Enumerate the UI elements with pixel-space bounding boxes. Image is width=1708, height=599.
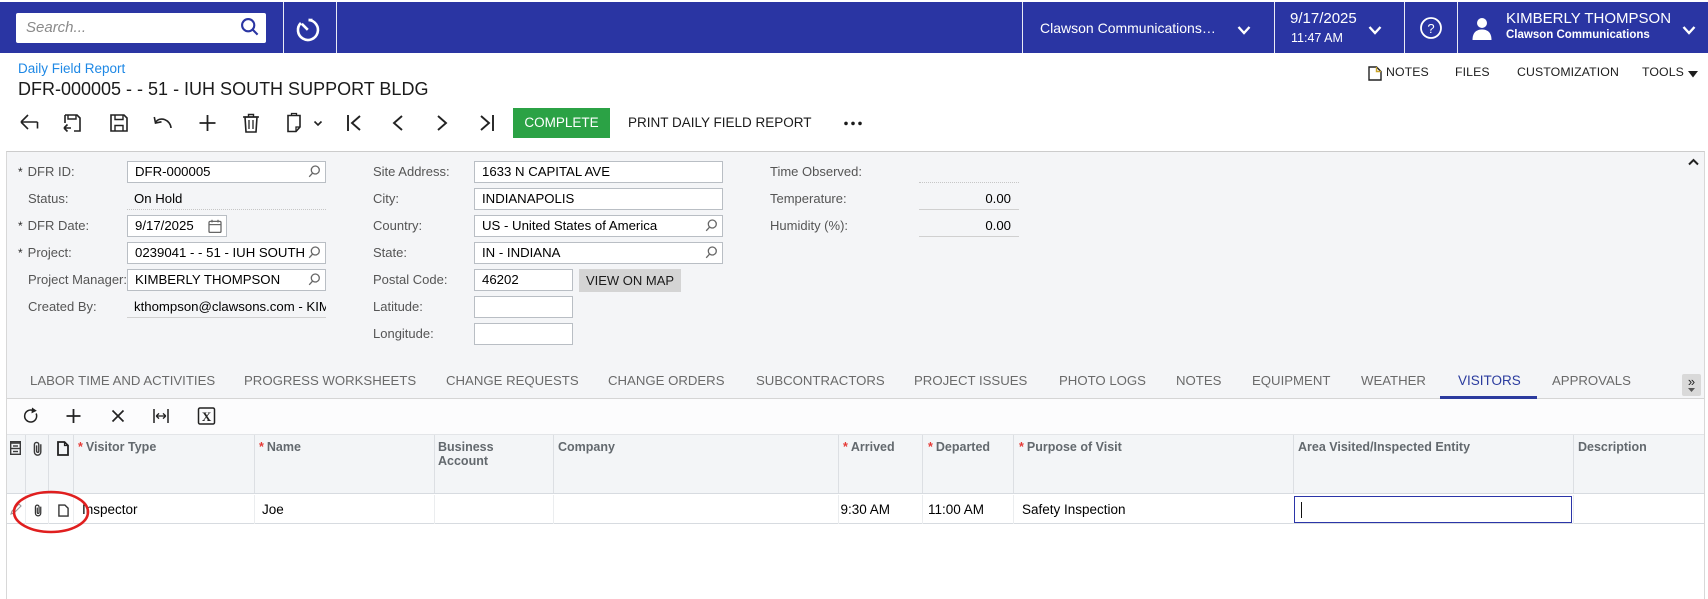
svg-text:?: ? <box>1427 21 1434 36</box>
svg-text:X: X <box>202 409 212 424</box>
